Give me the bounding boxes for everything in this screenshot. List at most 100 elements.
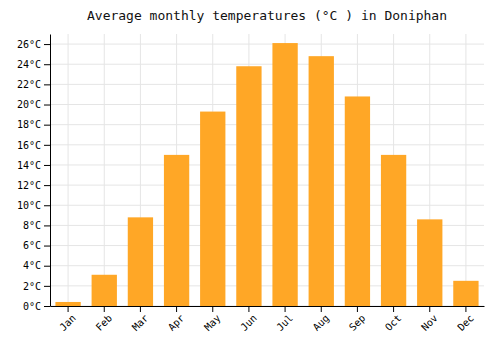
tick-mark bbox=[68, 306, 69, 312]
tick: Jan bbox=[57, 306, 78, 333]
bar bbox=[272, 43, 297, 306]
tick: 8°C bbox=[23, 220, 50, 231]
tick: Jul bbox=[274, 306, 295, 333]
bar bbox=[55, 302, 80, 306]
grid-line bbox=[104, 34, 105, 306]
tick: 24°C bbox=[17, 59, 50, 70]
tick: Aug bbox=[311, 306, 332, 333]
tick-label: Mar bbox=[130, 312, 151, 333]
tick: Nov bbox=[419, 306, 440, 333]
tick: 12°C bbox=[17, 180, 50, 191]
plot-area: Jan Feb Mar Apr May Jun Jul Aug Sep Oct Nov Dec 0°C 2… bbox=[17, 34, 485, 333]
tick-label: 12°C bbox=[17, 180, 41, 191]
grid-line bbox=[50, 44, 484, 45]
tick-mark bbox=[357, 306, 358, 312]
tick: Feb bbox=[94, 306, 115, 333]
bar bbox=[128, 217, 153, 306]
tick: May bbox=[202, 306, 223, 333]
tick-label: 22°C bbox=[17, 79, 41, 90]
tick-mark bbox=[176, 306, 177, 312]
grid-line bbox=[68, 34, 69, 306]
tick-mark bbox=[393, 306, 394, 312]
tick-label: Jul bbox=[274, 312, 295, 333]
tick-mark bbox=[212, 306, 213, 312]
bar bbox=[309, 56, 334, 306]
bar bbox=[92, 275, 117, 306]
grid-line bbox=[50, 104, 484, 105]
y-axis: 0°C 2°C 4°C 6°C 8°C 10°C 12°C 14°C 16°C 18°C 20°C 2… bbox=[17, 35, 51, 312]
tick: 20°C bbox=[17, 99, 50, 110]
chart: Jan Feb Mar Apr May Jun Jul Aug Sep Oct Nov Dec 0°C 2… bbox=[0, 0, 500, 350]
bar bbox=[417, 219, 442, 306]
tick-label: May bbox=[202, 312, 223, 333]
tick-mark bbox=[104, 306, 105, 312]
bar bbox=[200, 112, 225, 306]
tick-mark bbox=[44, 185, 50, 186]
tick-label: 18°C bbox=[17, 119, 41, 130]
tick-label: 26°C bbox=[17, 39, 41, 50]
bar bbox=[164, 155, 189, 306]
tick: 22°C bbox=[17, 79, 50, 90]
tick-mark bbox=[44, 125, 50, 126]
tick-label: Feb bbox=[94, 312, 115, 333]
tick-label: 8°C bbox=[23, 220, 41, 231]
tick-label: 20°C bbox=[17, 99, 41, 110]
tick-label: 0°C bbox=[23, 301, 41, 312]
tick: 2°C bbox=[23, 281, 50, 292]
tick: Jun bbox=[238, 306, 259, 333]
tick: 6°C bbox=[23, 240, 50, 251]
grid-line bbox=[50, 84, 484, 85]
tick-label: Jun bbox=[238, 312, 259, 333]
tick-mark bbox=[44, 64, 50, 65]
tick-label: Nov bbox=[419, 312, 440, 333]
tick-mark bbox=[248, 306, 249, 312]
tick-label: 6°C bbox=[23, 240, 41, 251]
tick-mark bbox=[429, 306, 430, 312]
tick-mark bbox=[285, 306, 286, 312]
tick-mark bbox=[44, 165, 50, 166]
tick-label: Dec bbox=[455, 312, 476, 333]
grid-line bbox=[50, 64, 484, 65]
title: Average monthly temperatures (°C ) in Do… bbox=[87, 8, 447, 23]
tick: Mar bbox=[130, 306, 151, 333]
tick-mark bbox=[321, 306, 322, 312]
bar bbox=[381, 155, 406, 306]
tick-mark bbox=[44, 145, 50, 146]
tick-label: 14°C bbox=[17, 160, 41, 171]
tick: 10°C bbox=[17, 200, 50, 211]
tick: 16°C bbox=[17, 140, 50, 151]
tick-label: Oct bbox=[383, 312, 404, 333]
tick-mark bbox=[44, 286, 50, 287]
tick-label: 16°C bbox=[17, 140, 41, 151]
tick: 0°C bbox=[23, 301, 50, 312]
grid-line bbox=[50, 205, 484, 206]
x-axis: Jan Feb Mar Apr May Jun Jul Aug Sep Oct Nov Dec bbox=[51, 306, 485, 333]
bar bbox=[236, 66, 261, 306]
tick-mark bbox=[44, 225, 50, 226]
tick-mark bbox=[44, 84, 50, 85]
tick-mark bbox=[465, 306, 466, 312]
tick: 14°C bbox=[17, 160, 50, 171]
tick-label: 4°C bbox=[23, 260, 41, 271]
tick-label: Aug bbox=[311, 312, 332, 333]
tick-mark bbox=[44, 44, 50, 45]
bar bbox=[345, 96, 370, 306]
grid-line bbox=[50, 124, 484, 125]
tick-label: 10°C bbox=[17, 200, 41, 211]
axis-line bbox=[51, 306, 485, 307]
tick-label: Apr bbox=[166, 312, 187, 333]
bar bbox=[453, 281, 478, 306]
tick: Oct bbox=[383, 306, 404, 333]
tick-mark bbox=[44, 306, 50, 307]
grid bbox=[50, 34, 484, 306]
tick: Dec bbox=[455, 306, 476, 333]
tick-label: Sep bbox=[347, 312, 368, 333]
tick: 4°C bbox=[23, 260, 50, 271]
grid-line bbox=[50, 144, 484, 145]
tick-mark bbox=[44, 105, 50, 106]
axis-line bbox=[50, 35, 51, 307]
tick: 26°C bbox=[17, 39, 50, 50]
tick-mark bbox=[44, 266, 50, 267]
grid-line bbox=[50, 185, 484, 186]
tick: 18°C bbox=[17, 119, 50, 130]
